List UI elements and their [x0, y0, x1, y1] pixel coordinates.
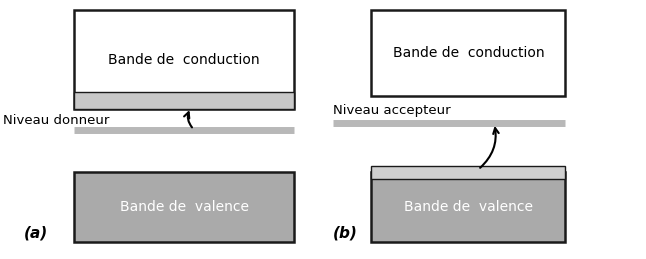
Text: Bande de  valence: Bande de valence: [120, 200, 249, 214]
Bar: [74, 172, 294, 242]
Bar: [74, 92, 294, 109]
Bar: [371, 172, 565, 242]
Bar: [74, 10, 294, 109]
Text: Bande de  valence: Bande de valence: [404, 200, 533, 214]
Bar: [371, 166, 565, 179]
Text: Niveau donneur: Niveau donneur: [3, 114, 110, 127]
Text: Niveau accepteur: Niveau accepteur: [333, 104, 450, 117]
Bar: [371, 10, 565, 96]
Text: (a): (a): [23, 226, 48, 241]
Text: Bande de  conduction: Bande de conduction: [393, 46, 544, 60]
Text: Bande de  conduction: Bande de conduction: [109, 53, 260, 67]
Text: (b): (b): [333, 226, 358, 241]
